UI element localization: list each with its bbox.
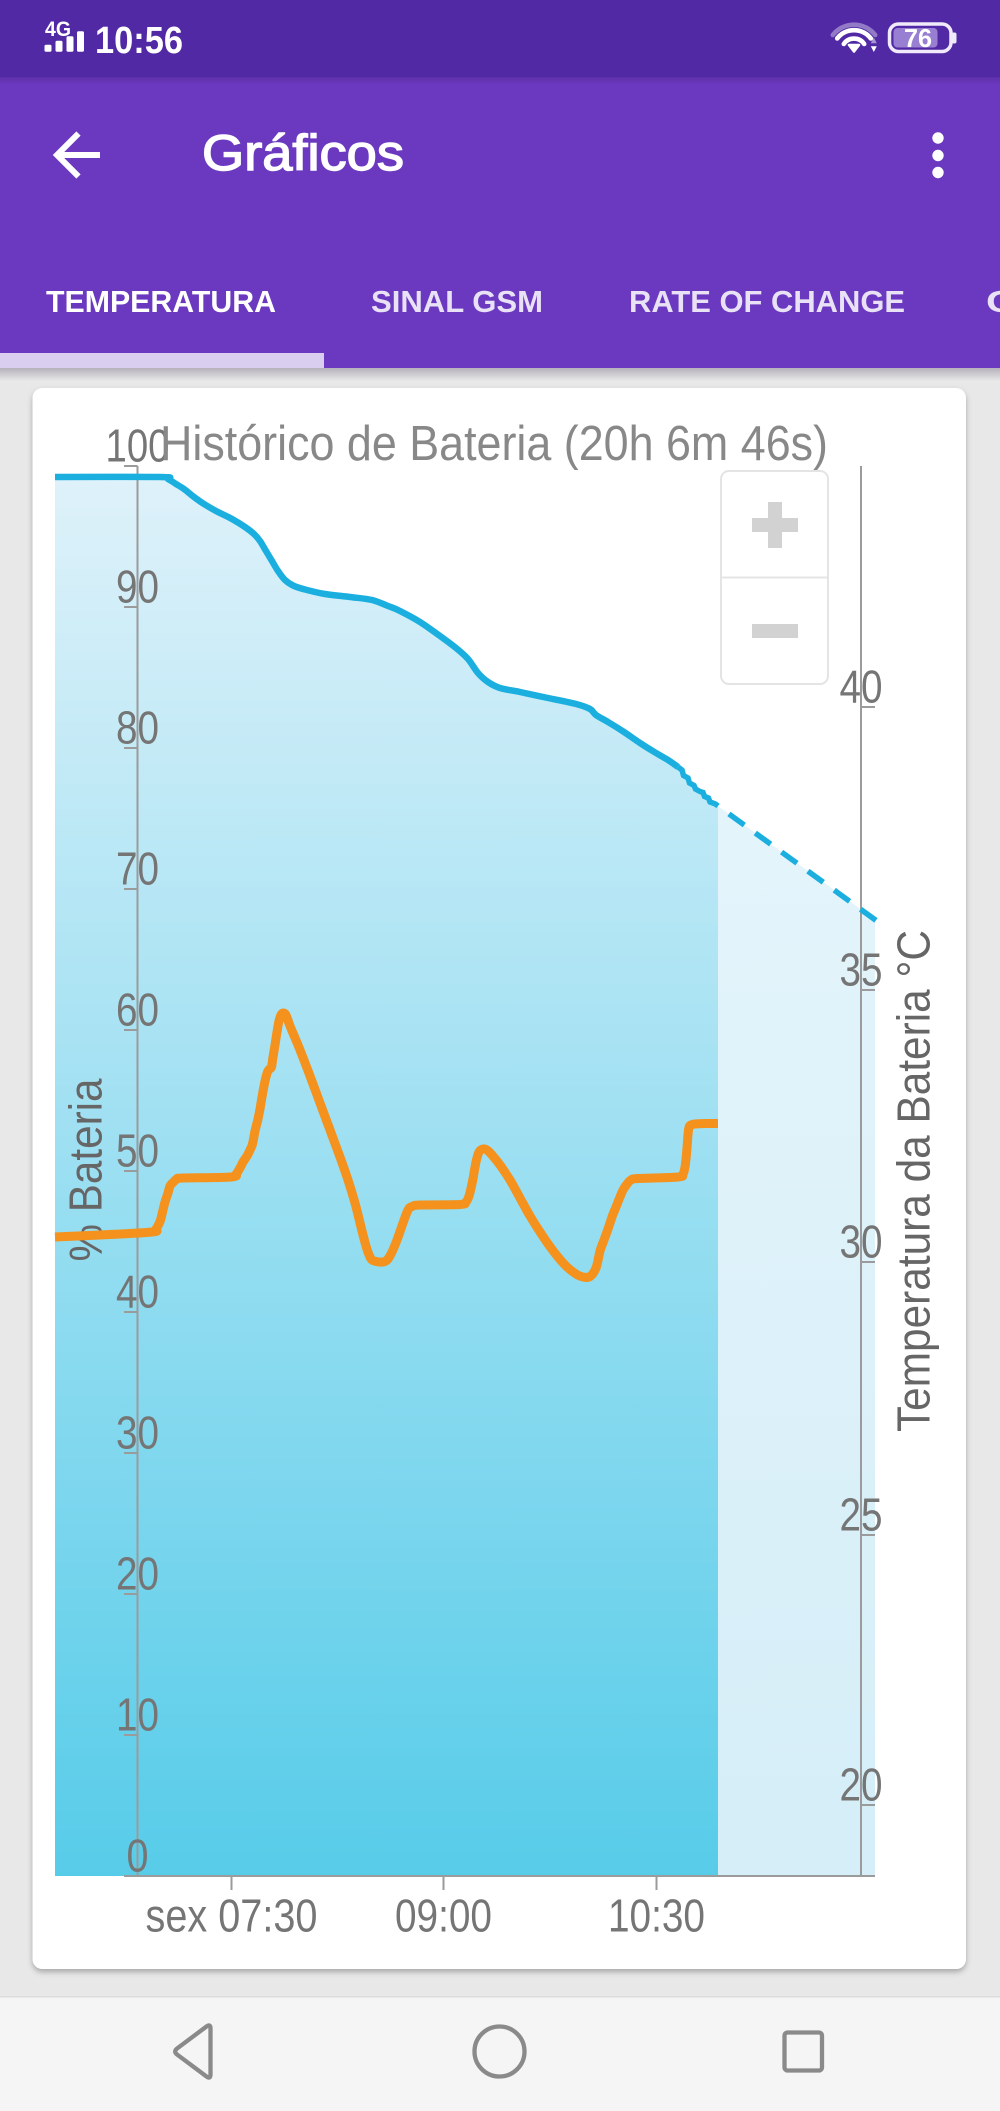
svg-text:0: 0	[127, 1830, 149, 1882]
svg-text:Histórico de Bateria (20h 6m 4: Histórico de Bateria (20h 6m 46s)	[160, 417, 828, 471]
svg-text:20: 20	[116, 1548, 159, 1600]
svg-text:76: 76	[904, 23, 932, 53]
svg-text:90: 90	[116, 561, 159, 613]
svg-text:10:56: 10:56	[95, 20, 183, 62]
svg-text:100: 100	[106, 420, 170, 472]
svg-text:70: 70	[116, 843, 159, 895]
svg-text:30: 30	[840, 1216, 883, 1268]
svg-text:C: C	[986, 284, 1000, 319]
svg-text:80: 80	[116, 702, 159, 754]
svg-text:sex 07:30: sex 07:30	[146, 1890, 318, 1942]
svg-text:20: 20	[840, 1759, 883, 1811]
svg-text:09:00: 09:00	[395, 1890, 492, 1942]
svg-text:4G: 4G	[45, 18, 71, 41]
svg-text:40: 40	[840, 661, 883, 713]
svg-text:TEMPERATURA: TEMPERATURA	[46, 284, 276, 319]
svg-text:10: 10	[116, 1689, 159, 1741]
svg-text:Gráficos: Gráficos	[202, 125, 404, 181]
svg-text:60: 60	[116, 984, 159, 1036]
svg-text:40: 40	[116, 1266, 159, 1318]
svg-text:RATE OF CHANGE: RATE OF CHANGE	[629, 284, 905, 319]
svg-text:10:30: 10:30	[608, 1890, 705, 1942]
svg-text:SINAL GSM: SINAL GSM	[371, 284, 543, 319]
svg-text:25: 25	[840, 1489, 883, 1541]
svg-text:35: 35	[840, 944, 883, 996]
svg-text:50: 50	[116, 1125, 159, 1177]
svg-text:30: 30	[116, 1407, 159, 1459]
svg-text:Temperatura da Bateria °C: Temperatura da Bateria °C	[888, 930, 940, 1432]
